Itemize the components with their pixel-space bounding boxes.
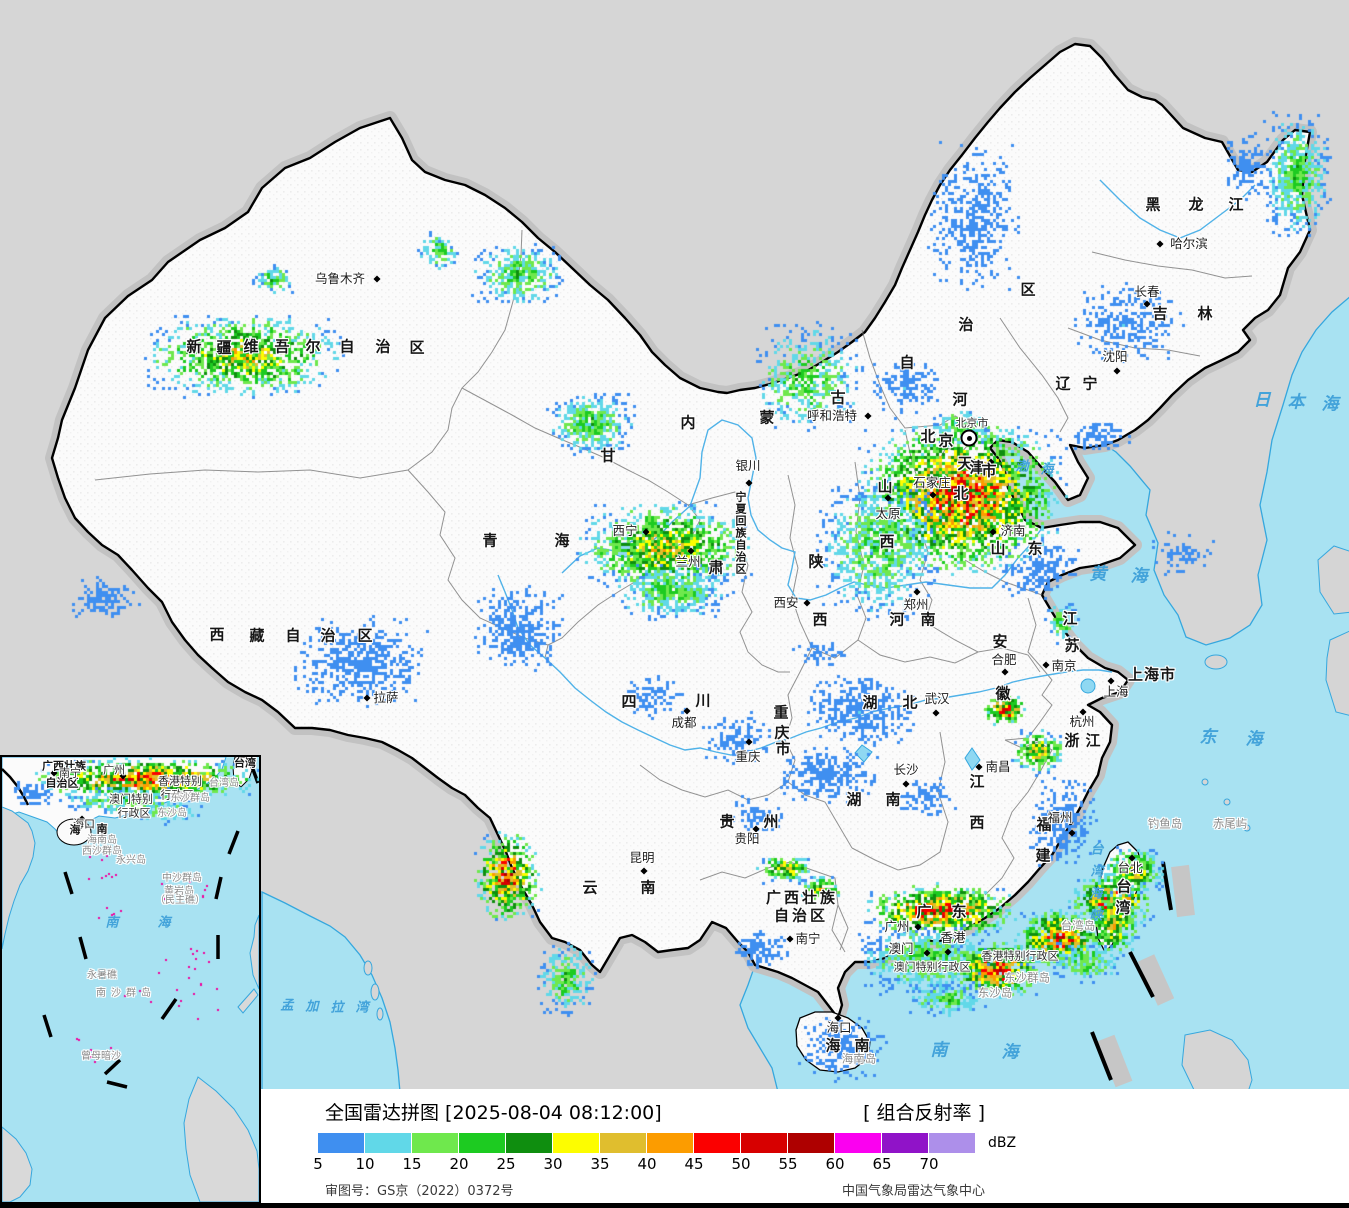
legend-tick: 35 xyxy=(590,1155,610,1173)
map-label: 海口 xyxy=(73,817,95,831)
map-approval-number: 审图号：GS京（2022）0372号 xyxy=(325,1184,514,1199)
map-label: 南宁 xyxy=(59,766,81,780)
map-label: 曾母暗沙 xyxy=(81,1051,121,1062)
inset-echo-canvas xyxy=(2,757,259,1202)
product-name: [ 组合反射率 ] xyxy=(863,1102,985,1124)
legend-tick: 65 xyxy=(872,1155,892,1173)
dbz-color-scale xyxy=(318,1133,975,1153)
map-label: 广西壮族 xyxy=(42,759,86,773)
map-label: 永暑礁 xyxy=(87,970,117,981)
legend-color-cell xyxy=(741,1133,787,1153)
legend-color-cell xyxy=(412,1133,458,1153)
legend-color-cell xyxy=(600,1133,646,1153)
map-label: 南沙群岛 xyxy=(96,988,156,999)
map-label: 南 xyxy=(105,915,119,931)
map-label: 海 xyxy=(157,915,171,931)
map-label: 永兴岛 xyxy=(116,855,146,866)
legend-color-cell xyxy=(318,1133,364,1153)
map-label: 台湾岛 xyxy=(209,778,239,789)
map-label: 南 xyxy=(96,822,108,836)
map-label: 海 xyxy=(69,823,81,837)
legend-color-cell xyxy=(365,1133,411,1153)
map-label: 广州 xyxy=(103,763,125,777)
map-label: 中沙群岛 xyxy=(162,873,202,884)
legend-tick: 55 xyxy=(778,1155,798,1173)
legend-tick: 30 xyxy=(543,1155,563,1173)
legend-color-cell xyxy=(929,1133,975,1153)
map-label: 东沙群岛 xyxy=(170,793,210,804)
legend-tick: 70 xyxy=(919,1155,939,1173)
map-label: 自治区 xyxy=(45,776,79,790)
map-label: 西沙群岛 xyxy=(82,846,122,857)
legend-tick: 15 xyxy=(402,1155,422,1173)
map-label: 台湾 xyxy=(234,756,256,770)
map-label: （民主礁） xyxy=(155,895,205,906)
legend-color-cell xyxy=(459,1133,505,1153)
map-title: 全国雷达拼图 [2025-08-04 08:12:00] xyxy=(325,1102,662,1124)
legend-color-cell xyxy=(647,1133,693,1153)
legend-tick: 50 xyxy=(731,1155,751,1173)
legend-color-cell xyxy=(835,1133,881,1153)
map-label: 香港特别 xyxy=(158,774,202,788)
map-label: 东沙岛 xyxy=(157,808,187,819)
legend-color-cell xyxy=(553,1133,599,1153)
dbz-unit-label: dBZ xyxy=(988,1135,1017,1151)
map-label: 海南岛 xyxy=(87,835,117,846)
legend-tick: 25 xyxy=(496,1155,516,1173)
legend-tick: 20 xyxy=(449,1155,469,1173)
legend-tick: 40 xyxy=(637,1155,657,1173)
legend-tick: 60 xyxy=(825,1155,845,1173)
bottom-border xyxy=(0,1203,1349,1208)
map-label: 黄岩岛 xyxy=(164,886,194,897)
map-label: 澳门特别 xyxy=(109,792,153,806)
map-label: 行政区 xyxy=(117,806,151,820)
map-label: 行政区 xyxy=(160,788,194,802)
south-china-sea-inset: 广西壮族 自治区 南宁 广州 香港特别 行政区 澳门特别 行政区 台湾 台湾岛 东沙群岛 东沙岛 海口海… xyxy=(0,755,261,1204)
legend-tick: 45 xyxy=(684,1155,704,1173)
inset-labels-layer: 广西壮族 自治区 南宁 广州 香港特别 行政区 澳门特别 行政区 台湾 台湾岛 东沙群岛 东沙岛 海口海… xyxy=(2,757,259,1202)
legend-color-cell xyxy=(694,1133,740,1153)
legend-color-cell xyxy=(788,1133,834,1153)
legend-color-cell xyxy=(506,1133,552,1153)
legend-color-cell xyxy=(882,1133,928,1153)
legend-tick: 10 xyxy=(355,1155,375,1173)
issuing-agency: 中国气象局雷达气象中心 xyxy=(841,1184,985,1199)
legend-tick: 5 xyxy=(313,1155,323,1173)
